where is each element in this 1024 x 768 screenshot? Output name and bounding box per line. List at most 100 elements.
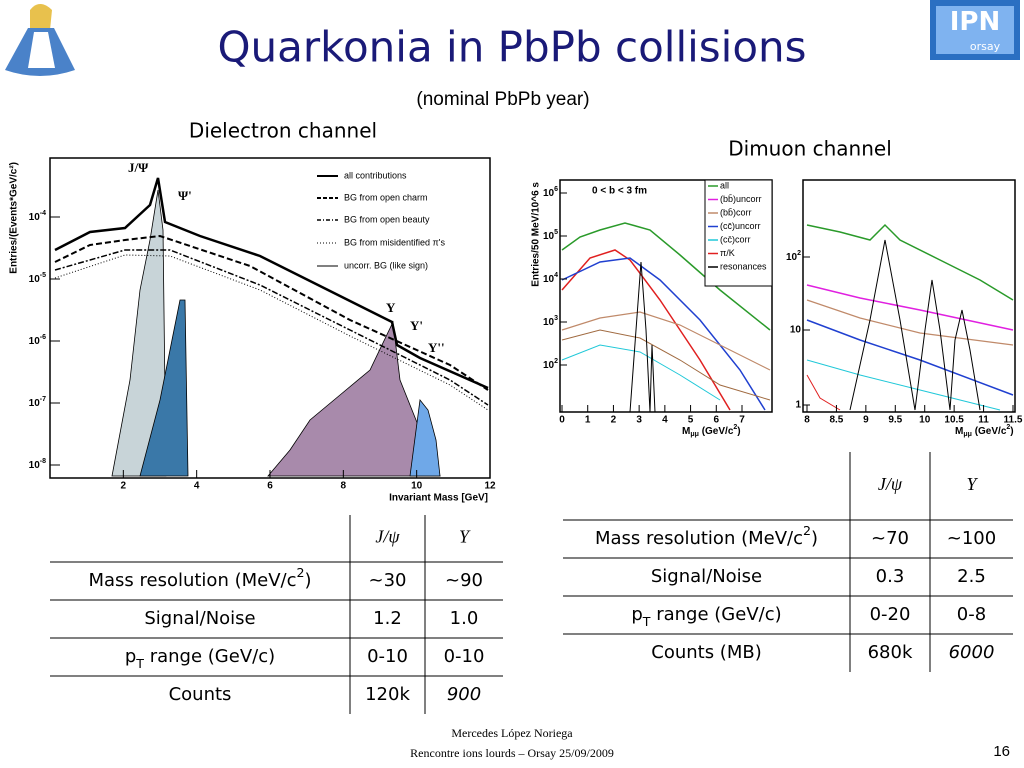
peak-label: Υ (386, 300, 396, 315)
text-segment: 10 (543, 274, 555, 285)
table-header: J/ψ (375, 527, 400, 547)
dimuon-plot (559, 179, 1016, 413)
y-tick-label: 10-5 (29, 272, 46, 284)
legend-entry: (bb̄)uncorr (720, 194, 762, 204)
legend-entry: BG from open beauty (344, 214, 430, 224)
y-tick-label: 1 (795, 400, 801, 411)
text-segment: 10 (29, 212, 41, 223)
table-cell: Mass resolution (MeV/c2) (88, 565, 311, 591)
text-segment: p (631, 604, 642, 625)
text-segment: ) (737, 426, 740, 437)
legend-entry: BG from misidentified π's (344, 237, 445, 247)
y-tick-label: 10-8 (29, 458, 46, 470)
table-cell: 1.2 (373, 608, 402, 629)
table-cell: 680k (868, 642, 913, 663)
table-cell: 0.3 (876, 566, 905, 587)
text-segment: p (125, 646, 136, 667)
text-segment: 2 (803, 523, 811, 538)
table-cell: 0-10 (367, 646, 408, 667)
text-segment: (GeV/c (972, 426, 1007, 437)
text-segment: 10 (29, 274, 41, 285)
legend-entry: resonances (720, 261, 767, 271)
text-segment: 10 (29, 336, 41, 347)
table-cell: 120k (365, 684, 410, 705)
annotation: 0 < b < 3 fm (592, 186, 647, 197)
x-axis-label: Invariant Mass [GeV] (389, 493, 488, 504)
channel-label: Dimuon channel (728, 137, 892, 161)
x-tick-label: 1 (585, 415, 591, 426)
text-segment: -4 (40, 210, 46, 217)
y-tick-label: 104 (543, 272, 558, 284)
table-cell: ~100 (947, 528, 996, 549)
text-segment: 10 (543, 188, 555, 199)
table-cell: Counts (MB) (651, 642, 761, 663)
x-tick-label: 10 (919, 415, 931, 426)
text-segment: ) (305, 570, 312, 591)
x-tick-label: 5 (688, 415, 694, 426)
footer-event: Rencontre ions lourds – Orsay 25/09/2009 (410, 746, 614, 760)
text-segment: -6 (40, 334, 46, 341)
y-tick-label: 103 (543, 315, 558, 327)
peak-label: Υ' (410, 318, 423, 333)
y-tick-label: 10-7 (29, 396, 46, 408)
text-segment: 6000 (949, 642, 995, 663)
legend-entry: (cc̄)uncorr (720, 221, 761, 231)
y-axis-label: Entries/(Events*GeV/c²) (9, 162, 20, 274)
text-segment: range (GeV/c) (144, 646, 275, 667)
y-axis-label: Entries/50 MeV/10^6 s (531, 182, 542, 287)
y-tick-label: 102 (786, 250, 801, 262)
y-tick-label: 106 (543, 186, 558, 198)
x-tick-label: 7 (739, 415, 745, 426)
legend-entry: (cc̄)corr (720, 234, 751, 244)
text-segment: T (135, 656, 144, 671)
logo: IPN orsay (930, 0, 1020, 60)
dielectron-plot (49, 157, 491, 479)
legend-entry: π/K (720, 248, 735, 258)
legend-entry: uncorr. BG (like sign) (344, 260, 428, 270)
y-tick-label: 102 (543, 358, 558, 370)
y-tick-label: 10-4 (29, 210, 46, 222)
text-segment: 2 (1006, 424, 1010, 431)
table-cell: ~70 (871, 528, 909, 549)
text-segment: -5 (40, 272, 46, 279)
x-tick-label: 8.5 (829, 415, 843, 426)
page-number: 16 (993, 743, 1010, 760)
peak-label: Υ'' (428, 340, 445, 355)
footer-author: Mercedes López Noriega (451, 726, 573, 740)
x-axis-label: Mμμ (GeV/c2) (682, 424, 741, 438)
table-header: Υ (459, 527, 471, 547)
text-segment: 2 (554, 358, 558, 365)
text-segment: 10 (543, 317, 555, 328)
y-tick-label: 10 (790, 325, 802, 336)
text-segment: 900 (447, 684, 481, 705)
table-cell: Mass resolution (MeV/c2) (595, 523, 818, 549)
x-tick-label: 6 (267, 481, 273, 492)
x-tick-label: 10 (411, 481, 423, 492)
text-segment: (GeV/c (699, 426, 734, 437)
table-cell: 6000 (949, 642, 995, 663)
y-tick-label: 10-6 (29, 334, 46, 346)
logo-main: IPN (950, 7, 1001, 37)
text-segment: 2 (296, 565, 304, 580)
table-cell: 2.5 (957, 566, 986, 587)
table-cell: ~30 (369, 570, 407, 591)
text-segment: 10 (29, 460, 41, 471)
y-tick-label: 105 (543, 229, 558, 241)
table-cell: 1.0 (450, 608, 479, 629)
x-tick-label: 2 (611, 415, 617, 426)
text-segment: -8 (40, 458, 46, 465)
table-header: Υ (966, 474, 978, 494)
x-axis-label: Mμμ (GeV/c2) (955, 424, 1014, 438)
text-segment: Mass resolution (MeV/c (88, 570, 296, 591)
x-tick-label: 8 (804, 415, 810, 426)
table-cell: Signal/Noise (144, 608, 255, 629)
x-tick-label: 11.5 (1004, 415, 1023, 426)
text-segment: 3 (554, 315, 558, 322)
title: Quarkonia in PbPb collisions (217, 23, 806, 72)
table-cell: 0-10 (444, 646, 485, 667)
legend-entry: (bb̄)corr (720, 207, 752, 217)
x-tick-label: 6 (714, 415, 720, 426)
table-cell: pT range (GeV/c) (125, 646, 275, 671)
table-cell: pT range (GeV/c) (631, 604, 781, 629)
text-segment: ) (1010, 426, 1013, 437)
